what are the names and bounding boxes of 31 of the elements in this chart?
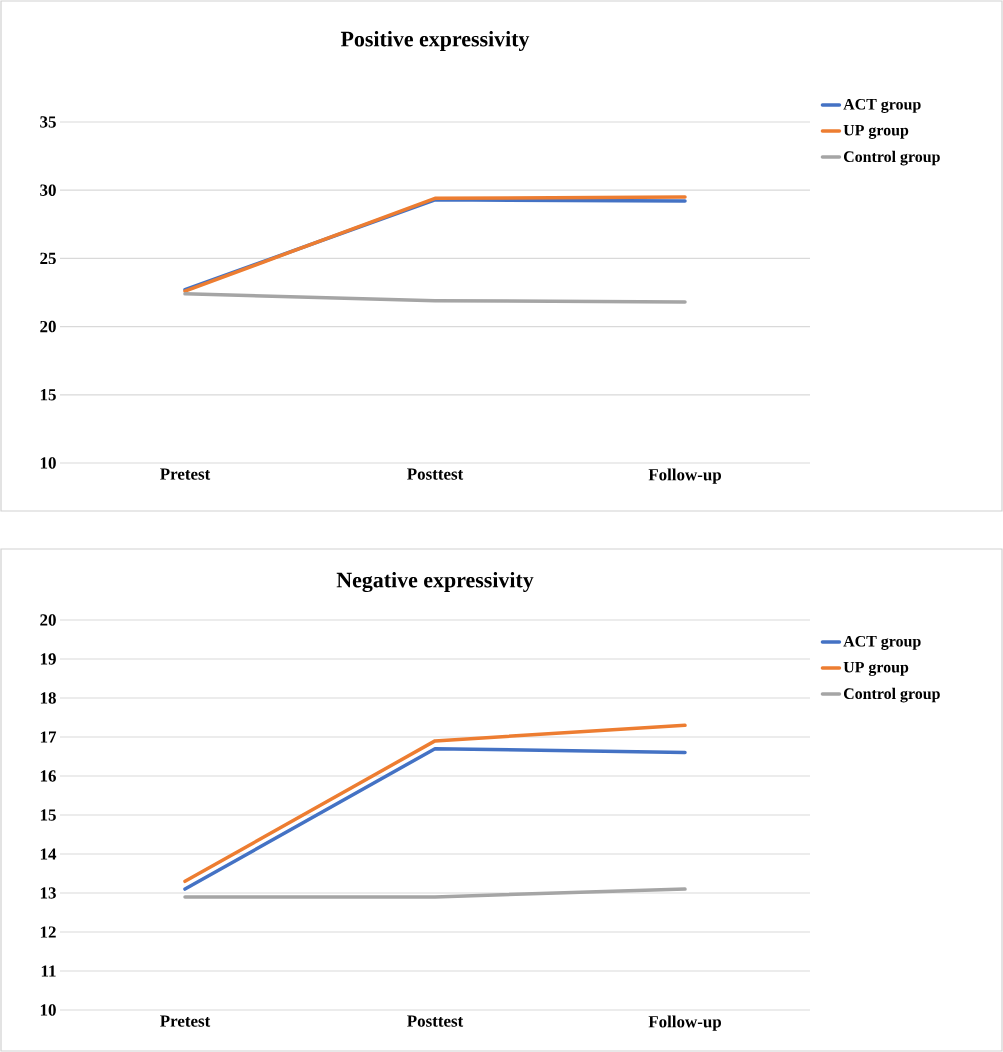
y-tick-label: 12 — [40, 926, 56, 938]
y-tick-label: 30 — [40, 184, 56, 196]
legend-label: ACT group — [843, 635, 921, 650]
y-tick-label: 18 — [40, 692, 56, 704]
y-tick-label: 35 — [40, 116, 56, 128]
x-tick-label: Pretest — [160, 1015, 211, 1027]
y-tick-label: 15 — [40, 809, 56, 821]
chart-title: Positive expressivity — [340, 31, 530, 51]
chart-title: Negative expressivity — [336, 572, 534, 593]
y-tick-label: 19 — [40, 653, 56, 665]
y-tick-label: 13 — [40, 887, 56, 899]
y-tick-label: 16 — [40, 770, 56, 782]
x-tick-label: Posttest — [407, 1015, 464, 1027]
x-tick-label: Follow-up — [648, 1015, 722, 1031]
x-tick-label: Posttest — [407, 468, 464, 480]
y-tick-label: 20 — [40, 320, 56, 333]
y-tick-label: 10 — [40, 1004, 56, 1016]
legend-label: UP group — [843, 124, 909, 139]
y-tick-label: 10 — [40, 457, 56, 469]
legend-label: Control group — [843, 687, 940, 703]
y-tick-label: 15 — [40, 389, 56, 401]
y-tick-label: 20 — [40, 614, 56, 626]
y-tick-label: 11 — [41, 965, 56, 977]
y-tick-label: 25 — [40, 252, 56, 265]
legend-label: Control group — [843, 150, 940, 166]
x-tick-label: Pretest — [160, 468, 211, 480]
legend-label: UP group — [843, 661, 909, 676]
x-tick-label: Follow-up — [648, 468, 722, 484]
y-tick-label: 14 — [40, 848, 57, 860]
y-tick-label: 17 — [40, 731, 57, 743]
legend-label: ACT group — [843, 98, 921, 113]
